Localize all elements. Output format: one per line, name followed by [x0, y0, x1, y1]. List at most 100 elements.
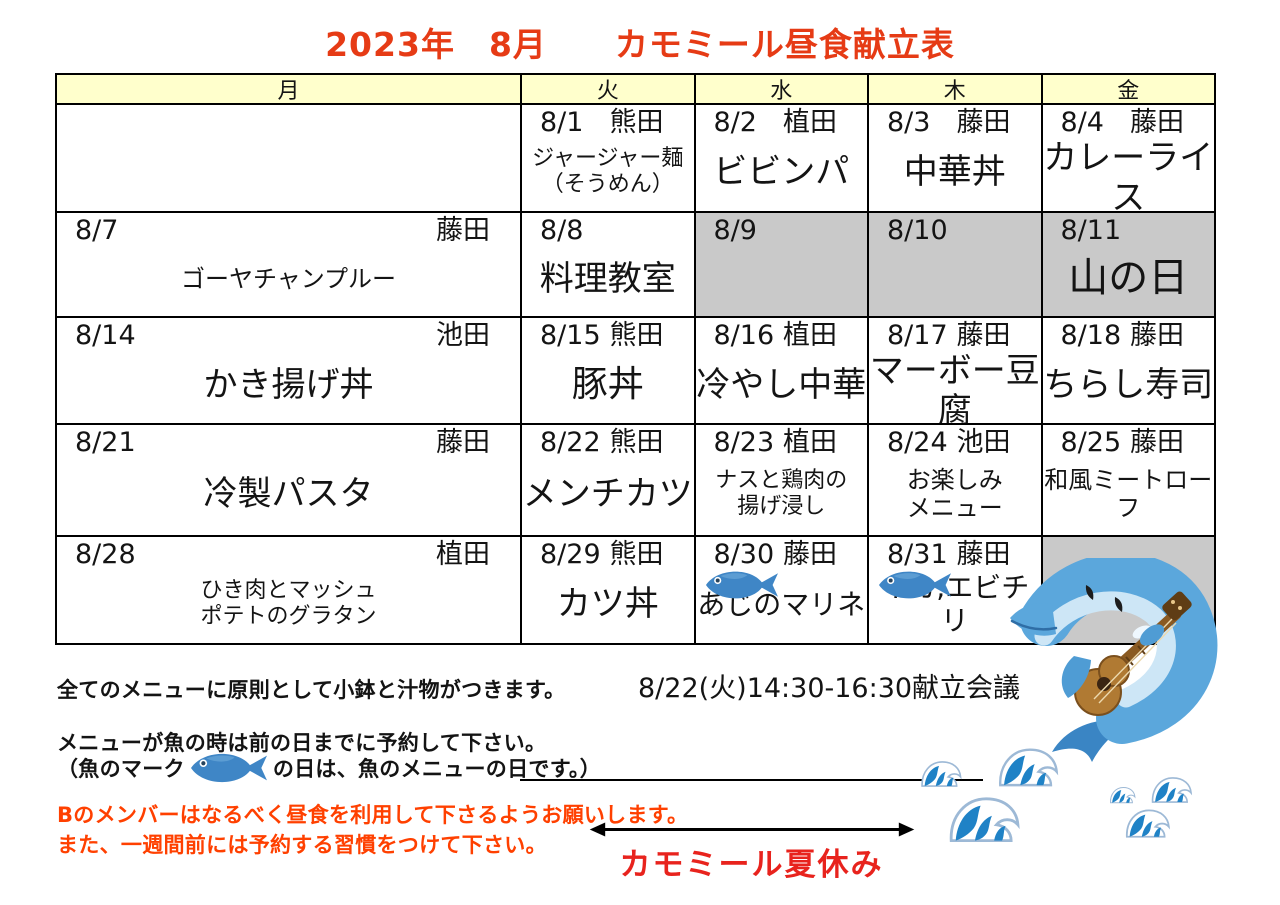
cell-date: 8/30 — [713, 539, 775, 570]
cell-date-row: 8/31 藤田 — [869, 537, 1041, 570]
cell-date: 8/8 — [540, 215, 584, 246]
calendar-cell-8-23: 8/23 植田 ナスと鶏肉の 揚げ浸し — [693, 423, 868, 535]
cell-date: 8/29 — [540, 539, 601, 570]
note-fish-mark-prefix: （魚のマーク — [57, 757, 185, 781]
calendar-cell-empty-week1-mon — [57, 103, 520, 211]
page-title: 2023年 8月 カモミール昼食献立表 — [325, 25, 955, 64]
cell-date: 8/4 — [1060, 107, 1104, 138]
summer-break-label: カモミール夏休み — [619, 847, 884, 883]
calendar-cell-8-21: 8/21 藤田 冷製パスタ — [57, 423, 520, 535]
calendar-cell-8-28: 8/28 植田 ひき肉とマッシュ ポテトのグラタン — [57, 535, 520, 643]
cell-date-row: 8/30 藤田 — [696, 537, 868, 570]
cell-menu: ちらし寿司 — [1043, 364, 1214, 405]
cell-staff: 熊田 — [609, 320, 664, 351]
cell-date-row: 8/3 藤田 — [869, 105, 1041, 138]
cell-date: 8/31 — [887, 539, 948, 570]
cell-date-row: 8/9 — [696, 213, 868, 246]
cell-menu: カレーライス — [1043, 137, 1214, 218]
cell-date-row: 8/23 植田 — [696, 425, 868, 458]
menu-calendar-table: 月 火 水 木 金 8/1 熊田 ジャージャー麺 （そうめん） 8/2 植田 ビビン… — [55, 73, 1216, 883]
cell-staff: 植田 — [783, 320, 837, 351]
wave-icon — [1109, 786, 1136, 804]
cell-date: 8/7 — [75, 215, 119, 246]
cell-date-row: 8/25 藤田 — [1043, 425, 1215, 458]
cell-menu: ナスと鶏肉の 揚げ浸し — [715, 468, 848, 520]
cell-staff: 藤田 — [436, 427, 490, 458]
cell-date-row: 8/29 熊田 — [522, 537, 694, 570]
calendar-cell-8-18: 8/18 藤田 ちらし寿司 — [1040, 316, 1215, 423]
cell-date-row: 8/8 — [522, 213, 694, 246]
cell-staff: 藤田 — [1130, 320, 1184, 351]
cell-menu: 冷やし中華 — [696, 364, 867, 405]
cell-menu: 和風ミートローフ — [1044, 466, 1213, 523]
cell-date: 8/3 — [887, 107, 931, 138]
calendar-cell-8-29: 8/29 熊田 カツ丼 — [520, 535, 694, 643]
note-menu-meeting: 8/22(火)14:30-16:30献立会議 — [638, 673, 1021, 704]
cell-date-row: 8/15 熊田 — [522, 318, 694, 351]
cell-staff: 熊田 — [609, 107, 664, 138]
cell-date: 8/15 — [540, 320, 601, 351]
cell-staff: 植田 — [783, 107, 837, 138]
calendar-cell-8-30: 8/30 藤田 あじのマリネ — [693, 535, 868, 643]
calendar-cell-8-24: 8/24 池田 お楽しみ メニュー — [867, 423, 1041, 535]
calendar-cell-8-16: 8/16 植田 冷やし中華 — [693, 316, 868, 423]
wave-icon — [949, 797, 1020, 843]
cell-date-row: 8/22 熊田 — [522, 425, 694, 458]
warning-line-1: Bのメンバーはなるべく昼食を利用して下さるようお願いします。 — [57, 803, 689, 827]
cell-date: 8/9 — [713, 215, 757, 246]
warning-line-2: また、一週間前には予約する習慣をつけて下さい。 — [57, 833, 547, 857]
summer-break-banner: カモミール夏休み — [520, 779, 983, 884]
cell-date-row: 8/7 藤田 — [57, 213, 520, 246]
calendar-cell-8-25: 8/25 藤田 和風ミートローフ — [1040, 423, 1215, 535]
calendar-cell-8-8: 8/8 料理教室 — [520, 211, 694, 316]
cell-date-row: 8/14 池田 — [57, 318, 520, 351]
cell-date: 8/2 — [713, 107, 757, 138]
cell-date-row: 8/28 植田 — [57, 537, 520, 570]
cell-date-row: 8/10 — [869, 213, 1041, 246]
cell-date: 8/23 — [713, 427, 775, 458]
cell-staff: 藤田 — [1130, 427, 1184, 458]
cell-staff: 藤田 — [783, 539, 837, 570]
cell-staff: 池田 — [436, 320, 490, 351]
cell-menu: ジャージャー麺 （そうめん） — [532, 146, 684, 198]
calendar-cell-8-14: 8/14 池田 かき揚げ丼 — [57, 316, 520, 423]
fish-icon — [190, 753, 267, 783]
cell-staff: 藤田 — [956, 539, 1011, 570]
cell-staff: 植田 — [783, 427, 837, 458]
cell-date: 8/28 — [75, 539, 136, 570]
cell-staff: 藤田 — [956, 107, 1011, 138]
cell-date: 8/17 — [887, 320, 948, 351]
calendar-cell-8-17: 8/17 藤田 マーボー豆腐 — [867, 316, 1041, 431]
cell-staff: 熊田 — [609, 539, 664, 570]
cell-staff: 藤田 — [436, 215, 490, 246]
cell-staff: 熊田 — [609, 427, 664, 458]
cell-date-row: 8/11 — [1043, 213, 1215, 246]
calendar-cell-8-11-mountain-day: 8/11 山の日 — [1040, 211, 1215, 316]
cell-staff: 藤田 — [956, 320, 1011, 351]
note-fish-mark-suffix: の日は、魚のメニューの日です。） — [272, 757, 602, 781]
cell-menu: メンチカツ — [522, 474, 693, 515]
cell-staff: 植田 — [436, 539, 490, 570]
wave-icon — [1151, 777, 1192, 803]
calendar-cell-8-10-summer-break: 8/10 — [867, 211, 1041, 316]
calendar-cell-8-15: 8/15 熊田 豚丼 — [520, 316, 694, 423]
cell-date-row: 8/18 藤田 — [1043, 318, 1215, 351]
fish-icon — [879, 571, 951, 599]
cell-menu: 豚丼 — [571, 363, 644, 405]
cell-date-row: 8/4 藤田 — [1043, 105, 1215, 138]
cell-date-row: 8/21 藤田 — [57, 425, 520, 458]
dolphin-ukulele-illustration — [1010, 558, 1218, 762]
calendar-cell-8-22: 8/22 熊田 メンチカツ — [520, 423, 694, 535]
cell-staff: 藤田 — [1130, 107, 1184, 138]
cell-menu: 山の日 — [1068, 255, 1189, 302]
calendar-cell-8-4: 8/4 藤田 カレーライス — [1040, 103, 1215, 218]
fish-icon — [705, 571, 778, 599]
calendar-cell-8-7: 8/7 藤田 ゴーヤチャンプルー — [57, 211, 520, 316]
cell-date: 8/21 — [75, 427, 136, 458]
cell-date: 8/14 — [75, 320, 136, 351]
weekday-header-fri: 金 — [1040, 75, 1214, 104]
cell-date-row: 8/16 植田 — [696, 318, 868, 351]
cell-date: 8/1 — [540, 107, 584, 138]
cell-menu: ゴーヤチャンプルー — [180, 264, 397, 293]
cell-date: 8/22 — [540, 427, 601, 458]
